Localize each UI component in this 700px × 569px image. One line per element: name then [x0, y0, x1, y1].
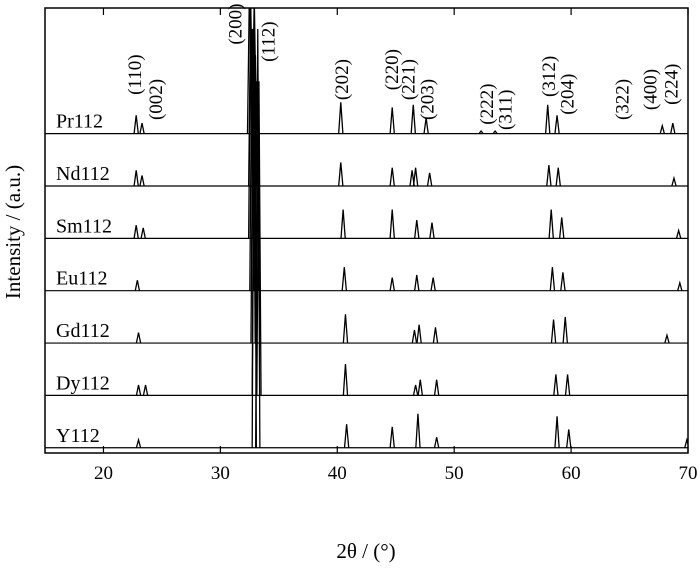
- series-label: Dy112: [56, 372, 110, 394]
- peak: [433, 379, 440, 396]
- peak: [423, 117, 429, 134]
- annotation: (110): [125, 54, 146, 94]
- annotation: (202): [332, 59, 353, 100]
- peak: [677, 280, 683, 291]
- peak: [553, 374, 559, 396]
- peak: [140, 227, 146, 239]
- series-label: Y112: [56, 425, 100, 447]
- peak: [255, 28, 261, 448]
- peak: [562, 316, 568, 344]
- peak: [675, 227, 682, 239]
- x-tick-label: 50: [445, 463, 464, 484]
- series-label: Sm112: [56, 215, 112, 237]
- peak: [250, 28, 256, 344]
- peak: [338, 162, 344, 187]
- peak: [389, 426, 395, 448]
- peak: [432, 327, 439, 344]
- peak: [135, 332, 142, 344]
- x-tick-label: 20: [94, 463, 113, 484]
- x-tick-label: 40: [328, 463, 347, 484]
- peak: [554, 115, 560, 134]
- peak: [135, 384, 142, 396]
- peak: [433, 437, 440, 448]
- peak: [555, 167, 561, 187]
- annotation: (322): [613, 79, 634, 120]
- peak: [548, 209, 554, 239]
- peak: [549, 267, 556, 291]
- peak: [411, 329, 418, 344]
- annotation: (204): [558, 74, 579, 115]
- peak: [564, 374, 571, 396]
- peak: [415, 413, 421, 448]
- peak: [142, 384, 149, 396]
- annotation: (221): [399, 59, 420, 100]
- peak: [416, 324, 422, 344]
- peak: [429, 222, 435, 239]
- peak: [133, 170, 139, 187]
- peak: [492, 129, 498, 135]
- x-tick-label: 70: [679, 463, 698, 484]
- peak: [133, 115, 139, 134]
- peak: [389, 107, 395, 134]
- peak: [410, 104, 417, 134]
- peak: [389, 277, 395, 291]
- plot-area: [45, 8, 688, 449]
- annotation: (112): [258, 21, 279, 61]
- peak: [560, 272, 566, 291]
- annotation: (400): [641, 69, 662, 110]
- peak: [670, 123, 676, 134]
- peak: [550, 319, 557, 344]
- peak: [414, 219, 420, 239]
- y-axis-label: Intensity / (a.u.): [1, 165, 25, 299]
- peak: [389, 209, 395, 239]
- annotation: (224): [662, 64, 683, 105]
- x-tick-label: 30: [211, 463, 230, 484]
- peak: [139, 123, 145, 134]
- peak: [417, 379, 424, 396]
- series-label: Gd112: [56, 320, 110, 342]
- peak: [664, 332, 670, 344]
- x-tick-label: 60: [562, 463, 581, 484]
- peak: [340, 209, 346, 239]
- peak: [338, 102, 344, 134]
- peak: [566, 429, 572, 448]
- peak: [659, 123, 666, 134]
- annotation: (222): [477, 84, 498, 125]
- series-label: Pr112: [56, 111, 103, 133]
- peak: [546, 164, 552, 187]
- peak: [684, 437, 688, 448]
- annotation: (002): [146, 79, 167, 120]
- peak: [478, 129, 484, 135]
- peak: [133, 225, 139, 239]
- peak: [256, 81, 262, 396]
- peak: [341, 267, 348, 291]
- annotation: (312): [539, 56, 560, 97]
- peak: [139, 175, 145, 187]
- annotation: (220): [382, 49, 403, 90]
- peak: [426, 172, 433, 187]
- peak: [412, 167, 419, 187]
- peak: [544, 104, 551, 134]
- peak: [251, 28, 258, 448]
- series-label: Eu112: [56, 268, 107, 290]
- peak: [342, 314, 349, 344]
- annotation: (311): [496, 90, 517, 130]
- peak: [414, 274, 420, 291]
- peak: [343, 424, 350, 448]
- peak: [412, 384, 419, 396]
- peak: [430, 277, 436, 291]
- peak: [558, 217, 565, 239]
- peak: [671, 175, 677, 187]
- peak: [389, 167, 395, 187]
- peak: [342, 363, 349, 396]
- peak: [134, 280, 141, 291]
- peak: [135, 437, 142, 448]
- series-label: Nd112: [56, 163, 110, 185]
- annotation: (200): [226, 3, 247, 44]
- x-axis-label: 2θ / (°): [336, 539, 395, 563]
- peak: [554, 416, 560, 448]
- annotation: (203): [417, 79, 438, 120]
- plot-frame: [44, 7, 689, 454]
